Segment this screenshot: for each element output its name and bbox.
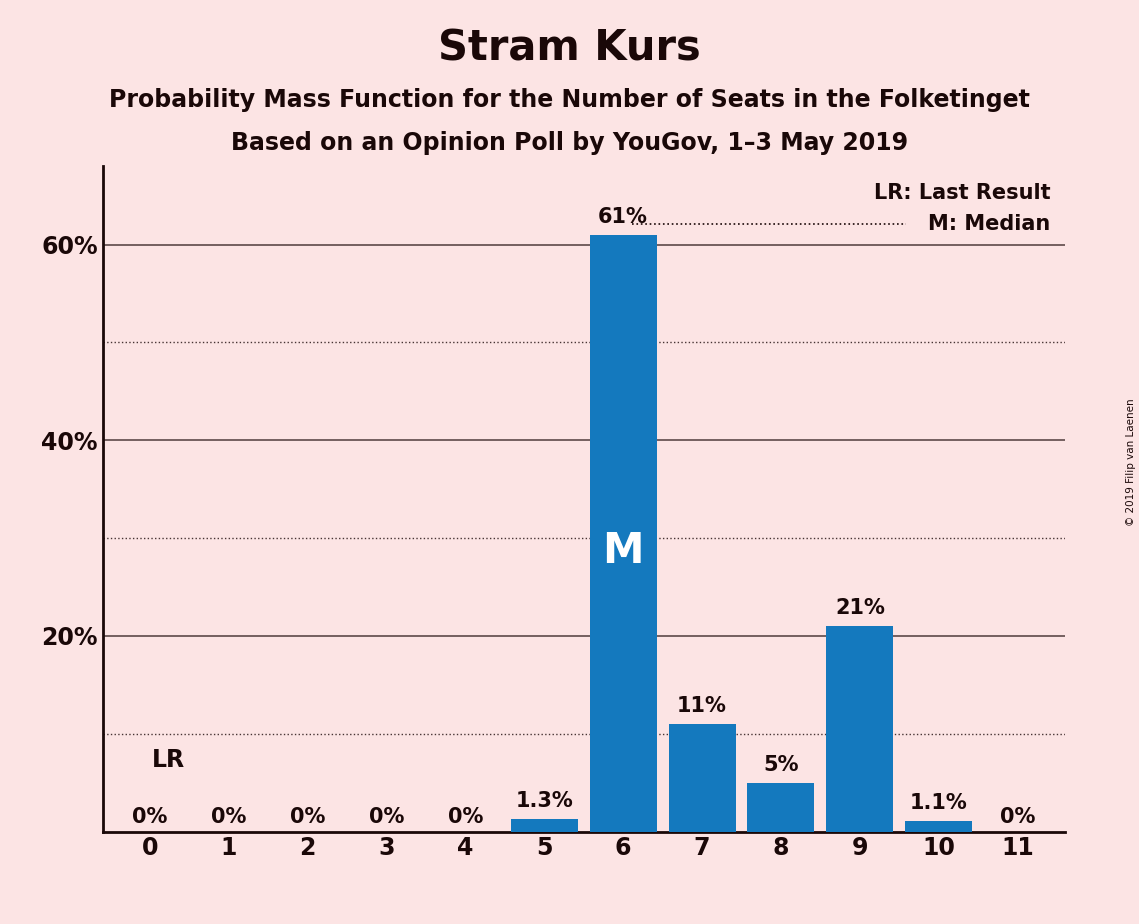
- Text: 5%: 5%: [763, 755, 798, 775]
- Text: 61%: 61%: [598, 207, 648, 227]
- Bar: [747, 783, 814, 832]
- Text: 0%: 0%: [369, 807, 404, 827]
- Text: 1.1%: 1.1%: [910, 793, 968, 813]
- Text: LR: LR: [151, 748, 185, 772]
- Bar: [510, 819, 577, 832]
- Bar: [906, 821, 973, 832]
- Text: Stram Kurs: Stram Kurs: [439, 28, 700, 69]
- Text: 11%: 11%: [677, 696, 727, 716]
- Text: 0%: 0%: [1000, 807, 1035, 827]
- Text: 0%: 0%: [448, 807, 483, 827]
- Bar: [590, 235, 657, 832]
- Bar: [826, 626, 893, 832]
- Text: Probability Mass Function for the Number of Seats in the Folketinget: Probability Mass Function for the Number…: [109, 88, 1030, 112]
- Text: 0%: 0%: [290, 807, 326, 827]
- Text: Based on an Opinion Poll by YouGov, 1–3 May 2019: Based on an Opinion Poll by YouGov, 1–3 …: [231, 131, 908, 155]
- Text: 0%: 0%: [132, 807, 167, 827]
- Bar: [669, 724, 736, 832]
- Text: © 2019 Filip van Laenen: © 2019 Filip van Laenen: [1126, 398, 1136, 526]
- Text: M: Median: M: Median: [928, 214, 1050, 234]
- Text: 21%: 21%: [835, 599, 885, 618]
- Text: 0%: 0%: [211, 807, 246, 827]
- Text: LR: Last Result: LR: Last Result: [874, 183, 1050, 203]
- Text: 1.3%: 1.3%: [516, 791, 573, 811]
- Text: M: M: [603, 530, 644, 572]
